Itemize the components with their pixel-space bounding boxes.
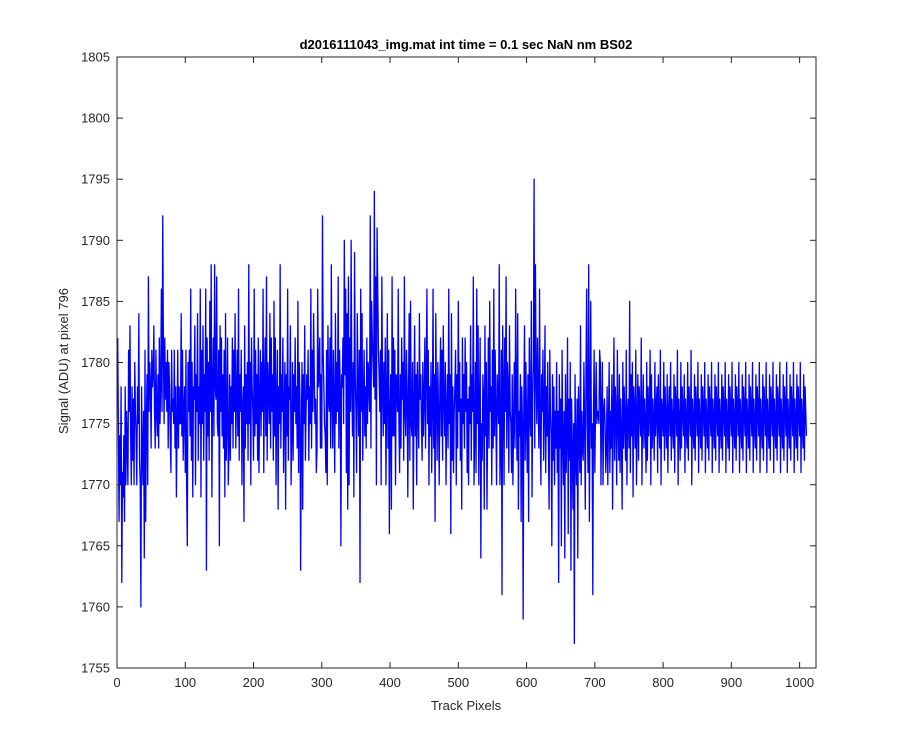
y-tick-label: 1760 xyxy=(81,599,110,614)
y-tick-label: 1775 xyxy=(81,416,110,431)
y-tick-label: 1790 xyxy=(81,233,110,248)
x-tick-label: 1000 xyxy=(785,675,814,690)
y-tick-label: 1755 xyxy=(81,661,110,676)
chart-title: d2016111043_img.mat int time = 0.1 sec N… xyxy=(300,37,633,52)
y-tick-label: 1780 xyxy=(81,355,110,370)
plot-area: 0 100 200 300 400 500 600 700 800 900 1000 1755 1760… xyxy=(81,50,817,690)
y-tick-label: 1795 xyxy=(81,172,110,187)
x-axis-label: Track Pixels xyxy=(431,698,502,713)
y-tick-label: 1785 xyxy=(81,294,110,309)
x-tick-label: 700 xyxy=(584,675,606,690)
x-tick-label: 200 xyxy=(243,675,265,690)
x-tick-label: 600 xyxy=(516,675,538,690)
y-axis-label: Signal (ADU) at pixel 796 xyxy=(56,288,71,434)
y-tick-label: 1800 xyxy=(81,111,110,126)
series-line-0 xyxy=(117,178,808,645)
x-tick-label: 500 xyxy=(447,675,469,690)
y-tick-label: 1770 xyxy=(81,477,110,492)
x-tick-label: 300 xyxy=(311,675,333,690)
x-tick-label: 900 xyxy=(721,675,743,690)
y-tick-label: 1805 xyxy=(81,50,110,65)
x-tick-label: 0 xyxy=(113,675,120,690)
x-tick-label: 400 xyxy=(379,675,401,690)
x-tick-label: 100 xyxy=(174,675,196,690)
x-tick-label: 800 xyxy=(652,675,674,690)
y-tick-label: 1765 xyxy=(81,538,110,553)
